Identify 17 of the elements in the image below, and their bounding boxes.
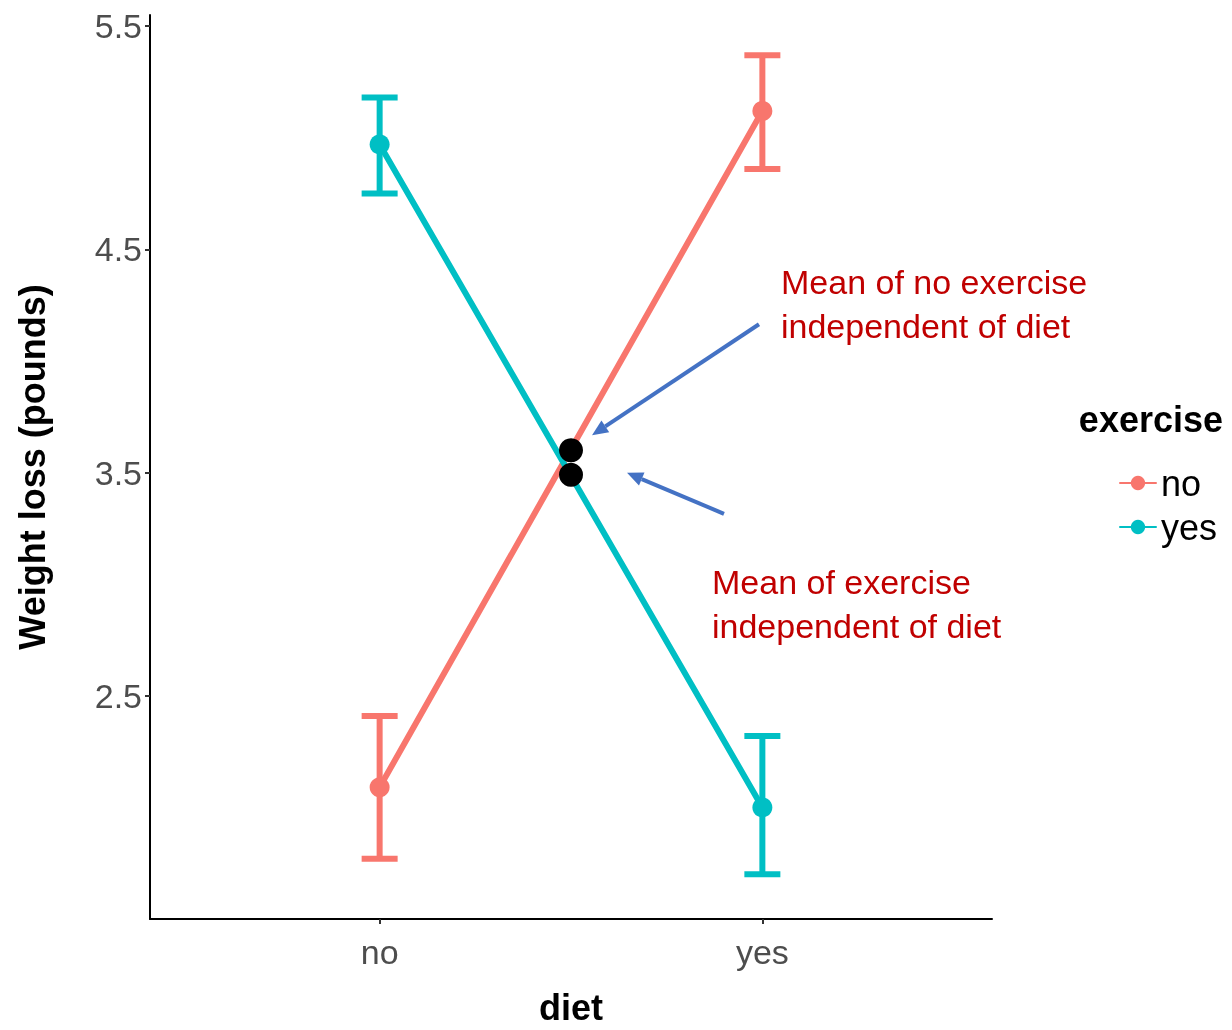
point <box>752 797 773 818</box>
y-tick-label: 5.5 <box>94 7 142 46</box>
y-axis-title: Weight loss (pounds) <box>11 284 53 650</box>
annotation: Mean of no exercise independent of diet <box>781 262 1089 348</box>
point <box>752 100 773 121</box>
x-axis-title: diet <box>538 986 604 1028</box>
point <box>369 777 390 798</box>
annotation: Mean of exercise independent of diet <box>712 561 1003 647</box>
point <box>559 438 583 463</box>
legend-label: yes <box>1160 506 1218 548</box>
point <box>559 462 583 487</box>
legend-title: exercise <box>1078 398 1223 440</box>
point <box>369 134 390 155</box>
y-tick-label: 2.5 <box>94 676 142 715</box>
y-tick-label: 4.5 <box>94 230 142 269</box>
legend-label: no <box>1160 462 1202 504</box>
y-tick-label: 3.5 <box>94 453 142 492</box>
